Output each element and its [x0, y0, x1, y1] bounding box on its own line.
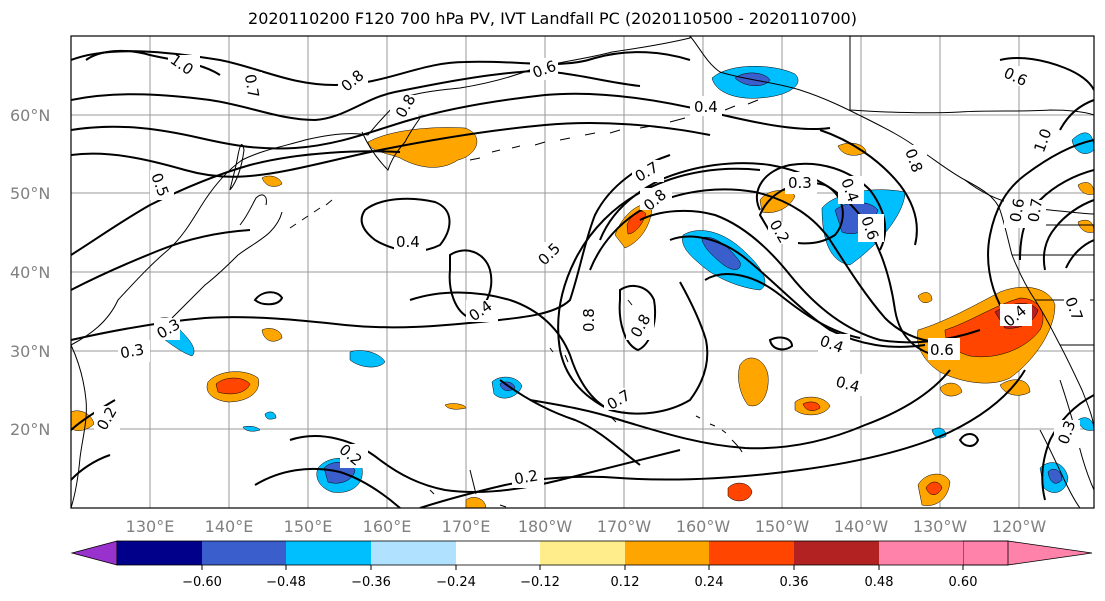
colorbar-extend-min — [70, 540, 118, 566]
contour-label: 0.4 — [396, 233, 420, 251]
lon-label: 170°E — [442, 517, 491, 536]
lat-label: 20°N — [10, 420, 50, 439]
colorbar-tick-label: −0.48 — [266, 575, 306, 590]
lat-label: 30°N — [10, 342, 50, 361]
latitude-labels: 60°N 50°N 40°N 30°N 20°N — [10, 106, 50, 439]
pv-contours — [71, 49, 1094, 508]
colorbar-tick-label: 0.48 — [865, 575, 894, 590]
lon-label: 150°E — [284, 517, 333, 536]
contour-label: 0.6 — [930, 341, 954, 359]
colorbar-segment — [117, 541, 202, 565]
contour-label: 0.4 — [694, 98, 718, 116]
colorbar-tick-label: 0.60 — [949, 575, 978, 590]
map-border — [70, 35, 1095, 509]
lon-label: 120°W — [992, 517, 1047, 536]
lat-label: 60°N — [10, 106, 50, 125]
colorbar-segment — [625, 541, 709, 565]
lon-label: 170°W — [597, 517, 652, 536]
lon-label: 140°E — [205, 517, 254, 536]
lon-label: 160°W — [676, 517, 731, 536]
colorbar-frame — [116, 540, 1009, 566]
figure-title: 2020110200 F120 700 hPa PV, IVT Landfall… — [248, 9, 857, 28]
contour-label: 0.4 — [834, 373, 862, 397]
lat-label: 50°N — [10, 184, 50, 203]
colorbar-tick-label: −0.60 — [182, 575, 222, 590]
colorbar-tick-label: −0.12 — [520, 575, 560, 590]
contour-label: 0.3 — [119, 340, 146, 362]
contour-label: 0.3 — [788, 174, 812, 192]
colorbar-segment — [286, 541, 371, 565]
colorbar-segment — [709, 541, 794, 565]
contour-label: 0.6 — [1006, 197, 1028, 224]
lon-label: 140°W — [834, 517, 889, 536]
colorbar-segment — [371, 541, 456, 565]
colorbar-extend-max — [962, 540, 1093, 566]
map-content: 1.0 0.7 0.8 0.8 0.6 0.6 0.4 0.4 0.8 1.0 … — [71, 36, 1094, 508]
colorbar-segment — [540, 541, 625, 565]
longitude-labels: 130°E 140°E 150°E 160°E 170°E 180°W 170°… — [126, 517, 1047, 536]
colorbar-tick-label: −0.36 — [351, 575, 391, 590]
contour-label: 0.7 — [1024, 197, 1046, 224]
contour-labels: 1.0 0.7 0.8 0.8 0.6 0.6 0.4 0.4 0.8 1.0 … — [93, 50, 1090, 488]
colorbar-segment — [794, 541, 879, 565]
colorbar-tick-label: 0.12 — [611, 575, 640, 590]
colorbar-segment — [456, 541, 540, 565]
contour-label: 0.7 — [241, 73, 263, 100]
colorbar-tick-label: 0.36 — [780, 575, 809, 590]
colorbar-tick-label: −0.24 — [436, 575, 476, 590]
lat-label: 40°N — [10, 263, 50, 282]
colorbar: −0.60 −0.48 −0.36 −0.24 −0.12 0.12 0.24 … — [70, 540, 1093, 590]
lon-label: 130°W — [913, 517, 968, 536]
lon-label: 180°W — [518, 517, 573, 536]
contour-label: 0.8 — [580, 308, 598, 332]
lon-label: 150°W — [755, 517, 810, 536]
lon-label: 160°E — [363, 517, 412, 536]
colorbar-segment — [202, 541, 286, 565]
graticule — [71, 36, 1094, 508]
colorbar-tick-label: 0.24 — [695, 575, 724, 590]
contour-label: 0.2 — [513, 466, 540, 488]
colorbar-segment — [879, 541, 963, 565]
lon-label: 130°E — [126, 517, 175, 536]
